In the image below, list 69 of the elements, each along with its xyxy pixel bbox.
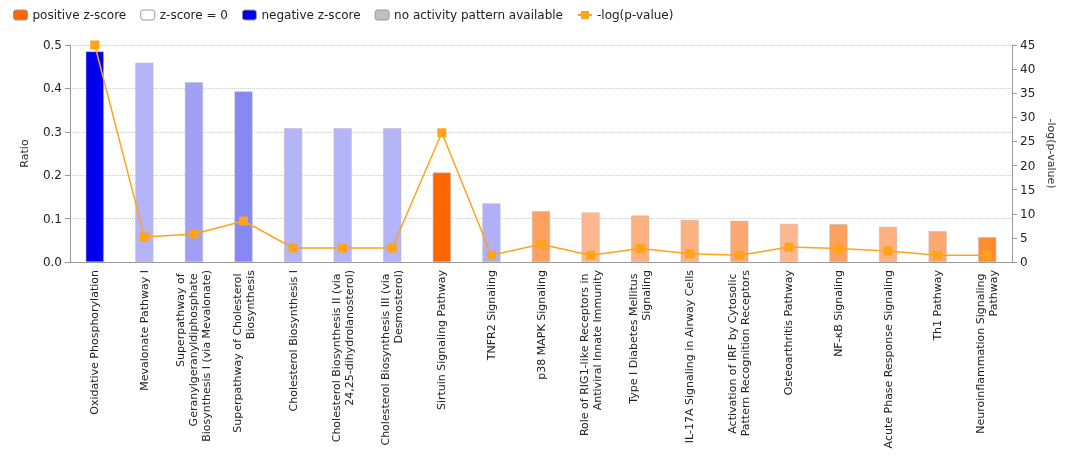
- bar: [135, 62, 154, 262]
- bar: [184, 82, 203, 262]
- x-tick-label: Acute Phase Response Signaling: [881, 270, 895, 449]
- point: [90, 40, 100, 50]
- y2-tick-label: 40: [1020, 62, 1036, 77]
- bar: [333, 128, 352, 262]
- point: [933, 250, 943, 260]
- x-tick-label: Sirtuin Signaling Pathway: [435, 269, 449, 411]
- bar: [532, 211, 550, 262]
- point: [189, 229, 199, 239]
- x-tick-label: Activation of IRF by Cytosolic Pattern Recognition Receptors: [726, 269, 753, 437]
- x-tick-label: IL-17A Signaling in Airway Cells: [683, 269, 697, 444]
- y2-tick-label: 5: [1020, 230, 1028, 245]
- y2-tick-label: 0: [1020, 255, 1028, 269]
- x-tick-label: Type I Diabetes Mellitus Signaling: [627, 270, 654, 405]
- y2-axis-title: -log(p-value): [1045, 118, 1059, 189]
- y2-tick-label: 20: [1020, 158, 1036, 173]
- x-tick-label: Osteoarthritis Pathway: [782, 269, 796, 396]
- y-tick-label: 0.4: [42, 81, 62, 96]
- y2-tick-label: 25: [1020, 134, 1036, 149]
- x-tick-label: Role of RIG1-like Receptors in Antiviral Innate Immunity: [577, 269, 604, 437]
- legend-label: negative z-score: [261, 8, 361, 22]
- bar: [234, 91, 253, 262]
- bar: [383, 128, 402, 262]
- x-tick-label: Superpathway of Cholesterol Biosynthesis: [230, 269, 257, 433]
- legend-label: z-score = 0: [159, 8, 228, 22]
- x-tick-label: Mevalonate Pathway I: [137, 270, 151, 391]
- y-tick-label: 0.2: [42, 168, 62, 183]
- point: [387, 243, 397, 253]
- x-tick-label: Cholesterol Biosynthesis III (via Desmosterol): [379, 270, 406, 446]
- point: [288, 243, 298, 253]
- x-tick-label: p38 MAPK Signaling: [534, 270, 548, 380]
- y2-tick-label: 15: [1020, 182, 1036, 197]
- y2-tick-label: 45: [1020, 38, 1036, 52]
- point: [883, 246, 893, 256]
- legend-label: positive z-score: [32, 8, 127, 22]
- x-tick-label: Superpathway of Geranylgeranyldiphosphate Biosynthesis I (via Mevalonate): [174, 270, 214, 442]
- bar: [85, 51, 104, 262]
- y2-tick-label: 10: [1020, 206, 1036, 221]
- point: [586, 250, 596, 260]
- x-tick-label: Th1 Pathway: [931, 269, 945, 342]
- y-tick-label: 0.1: [42, 211, 62, 226]
- point: [635, 244, 645, 253]
- point: [437, 128, 447, 138]
- point: [982, 250, 992, 260]
- y-tick-label: 0.3: [42, 124, 62, 139]
- point: [536, 239, 546, 249]
- point: [486, 250, 496, 260]
- point: [338, 243, 348, 253]
- x-tick-label: NF-κB Signaling: [831, 270, 845, 357]
- point: [139, 232, 149, 242]
- point: [685, 249, 695, 259]
- x-tick-label: TNFR2 Signaling: [484, 270, 498, 362]
- y-tick-label: 0.5: [42, 38, 62, 52]
- y2-tick-label: 30: [1020, 110, 1036, 125]
- y-axis-title: Ratio: [18, 139, 31, 168]
- bar: [432, 172, 451, 262]
- x-tick-label: Cholesterol Biosynthesis II (via 24,25-dihydrolanosterol): [329, 270, 356, 443]
- x-tick-label: Cholesterol Biosynthesis I: [286, 270, 300, 412]
- x-tick-label: Neuroinflammation Signaling Pathway: [974, 269, 1001, 434]
- y-tick-label: 0.0: [42, 255, 62, 269]
- point: [734, 250, 744, 260]
- point: [833, 244, 843, 253]
- legend-label: -log(p-value): [597, 8, 674, 22]
- bar: [284, 128, 303, 262]
- y2-tick-label: 35: [1020, 86, 1036, 101]
- x-tick-label: Oxidative Phosphorylation: [88, 269, 102, 415]
- point: [239, 216, 249, 226]
- legend-label: no activity pattern available: [394, 8, 564, 22]
